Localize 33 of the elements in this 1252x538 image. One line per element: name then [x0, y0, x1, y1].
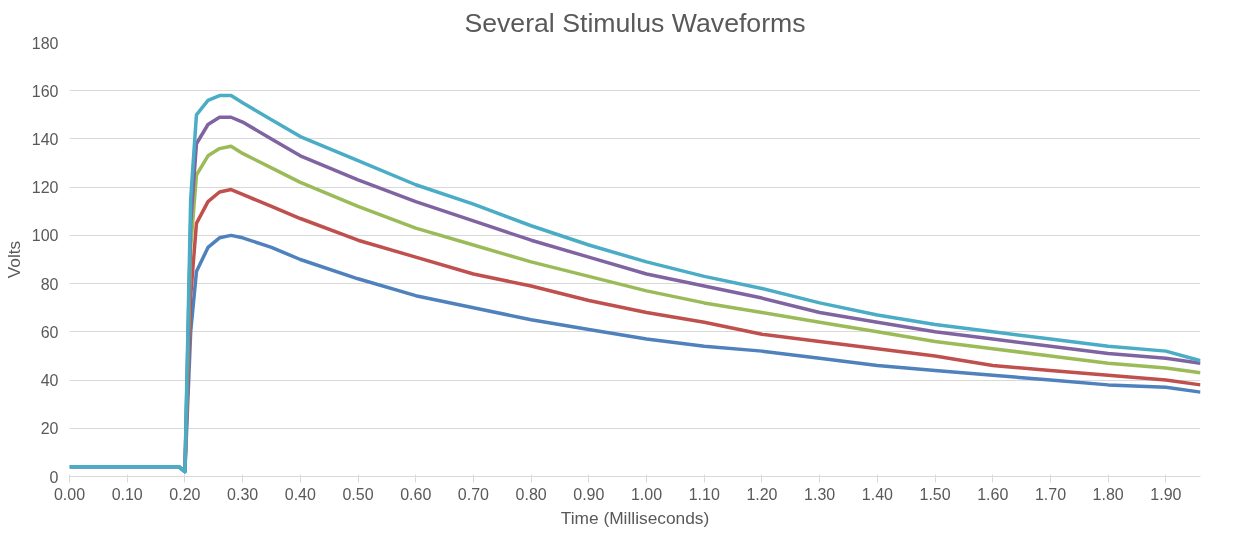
- x-tick-label: 1.80: [1092, 485, 1124, 503]
- x-tick-label: 1.70: [1034, 485, 1067, 503]
- y-tick-label: 20: [40, 420, 59, 438]
- x-tick-label: 1.10: [688, 485, 720, 503]
- x-tick-label: 0.90: [573, 485, 605, 503]
- x-axis-title: Time (Milliseconds): [560, 507, 710, 528]
- y-tick-label: 60: [40, 323, 59, 341]
- y-tick-label: 140: [31, 130, 59, 148]
- x-tick-label: 1.60: [977, 485, 1009, 503]
- y-tick-label: 120: [31, 179, 59, 197]
- y-tick-label: 40: [40, 372, 59, 390]
- x-tick-label: 0.70: [457, 485, 490, 503]
- x-tick-label: 1.40: [861, 485, 894, 503]
- x-tick-label: 0.00: [53, 485, 86, 503]
- x-tick-label: 1.90: [1150, 485, 1182, 503]
- x-tick-label: 1.20: [746, 485, 778, 503]
- y-tick-label: 0: [49, 468, 59, 486]
- x-tick-label: 0.50: [342, 485, 374, 503]
- y-tick-label: 100: [31, 227, 59, 245]
- x-tick-label: 1.50: [919, 485, 951, 503]
- x-tick-label: 0.10: [111, 485, 143, 503]
- y-tick-label: 160: [31, 82, 59, 100]
- x-tick-label: 1.30: [804, 485, 836, 503]
- y-tick-label: 180: [31, 34, 59, 52]
- y-axis-title: Volts: [3, 240, 24, 279]
- x-tick-label: 0.60: [400, 485, 432, 503]
- chart-title: Several Stimulus Waveforms: [464, 7, 806, 38]
- x-tick-label: 1.00: [630, 485, 663, 503]
- x-tick-label: 0.30: [227, 485, 259, 503]
- x-tick-label: 0.80: [515, 485, 547, 503]
- x-tick-label: 0.20: [169, 485, 201, 503]
- y-tick-label: 80: [40, 275, 59, 293]
- x-tick-label: 0.40: [284, 485, 316, 503]
